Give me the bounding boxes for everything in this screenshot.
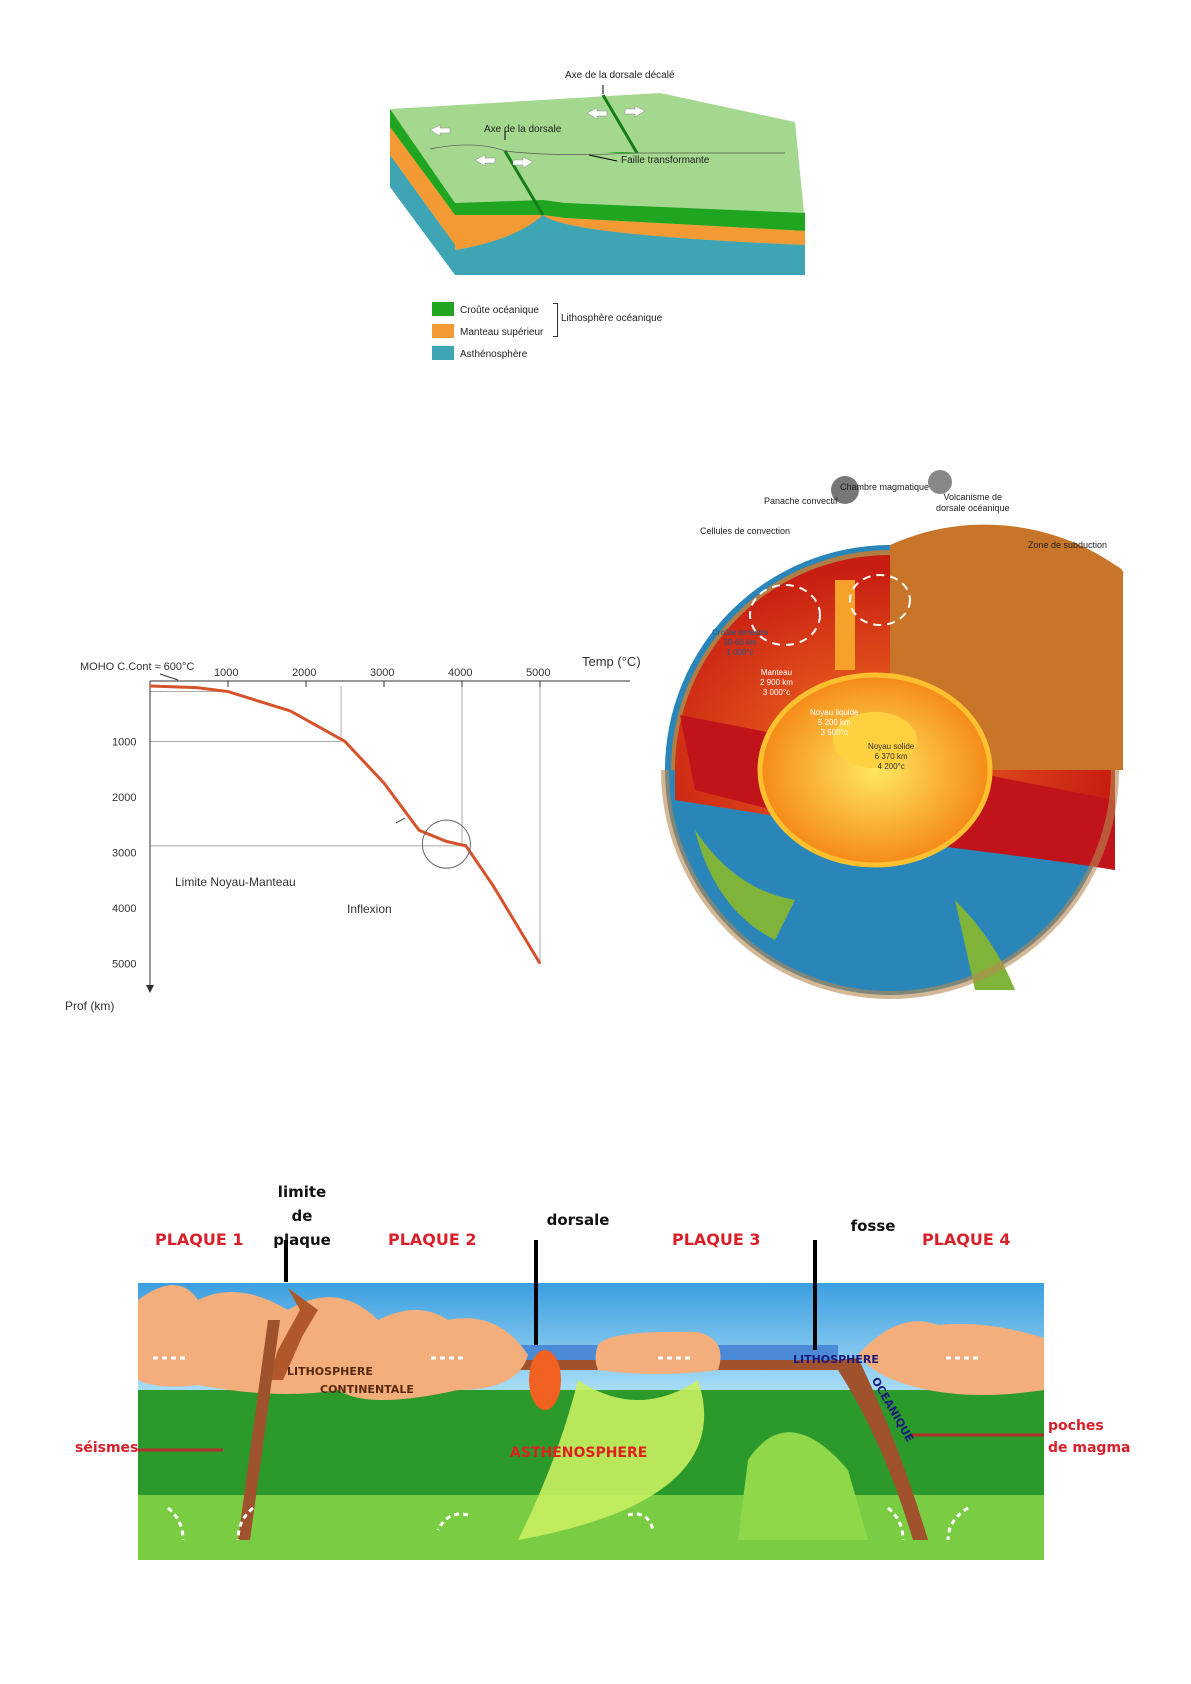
marker-trench: fosse — [850, 1217, 896, 1235]
earth-cutaway-diagram — [661, 470, 1124, 999]
data-point — [227, 691, 229, 693]
legend-item: Croûte océanique — [432, 300, 543, 322]
label-earthquakes: séismes — [75, 1440, 139, 1456]
label-magma-chamber: Chambre magmatique — [840, 482, 930, 492]
label-ridge-axis: Axe de la dorsale — [484, 124, 562, 135]
label-offset-axis: Axe de la dorsale décalé — [565, 70, 675, 81]
moho-label: MOHO C.Cont ≈ 600°C — [80, 661, 194, 673]
layer-inner-core: Noyau solide 6 370 km 4 200°c — [868, 742, 915, 771]
legend-swatch — [432, 323, 454, 338]
label-oceanic-lithosphere-1: LITHOSPHERE — [793, 1353, 879, 1366]
plate-2-label: PLAQUE 2 — [388, 1230, 477, 1249]
data-point — [539, 963, 541, 964]
legend-swatch — [432, 301, 454, 316]
y-tick-label: 3000 — [112, 848, 136, 860]
y-axis-label: Prof (km) — [65, 999, 114, 1013]
data-point — [465, 845, 467, 847]
legend-item: Manteau supérieur — [432, 322, 543, 344]
label-continental-lithosphere-2: CONTINENTALE — [320, 1383, 414, 1396]
y-axis-arrow — [146, 985, 154, 993]
label-continental-lithosphere-1: LITHOSPHERE — [287, 1365, 373, 1378]
legend-item: Asthénosphère — [432, 344, 543, 366]
y-tick-label: 5000 — [112, 959, 136, 971]
label-transform-fault: Faille transformante — [621, 155, 710, 166]
legend-bracket — [553, 303, 558, 337]
figure1-legend: Croûte océanique Manteau supérieur Asthé… — [432, 300, 543, 366]
inflexion-arrow — [395, 817, 406, 824]
legend-group-label: Lithosphère océanique — [561, 313, 663, 324]
x-tick-label: 4000 — [448, 667, 472, 679]
label-subduction-zone: Zone de subduction — [1028, 540, 1108, 550]
label-convective-plume: Panache convectif — [764, 496, 838, 506]
label-ridge-volcanism: Volcanisme de dorsale océanique — [936, 492, 1010, 513]
x-axis-label: Temp (°C) — [582, 654, 641, 669]
y-tick-label: 1000 — [112, 737, 136, 749]
legend-swatch — [432, 345, 454, 360]
plate-cross-section — [138, 1240, 1044, 1560]
layer-crust: Croûte terrestre 30-60 km 1 000°c — [712, 628, 769, 657]
x-tick-label: 1000 — [214, 667, 238, 679]
data-point — [492, 885, 494, 887]
marker-ridge: dorsale — [546, 1211, 610, 1229]
geotherm-chart: 1000 2000 3000 4000 5000 1000 2000 3000 4000 5000… — [65, 654, 641, 1013]
data-point — [344, 741, 346, 742]
inflexion-label: Inflexion — [347, 902, 392, 916]
x-tick-label: 2000 — [292, 667, 316, 679]
plate-1-label: PLAQUE 1 — [155, 1230, 244, 1249]
layer-outer-core: Noyau liquide 5 200 km 3 500°c — [810, 708, 859, 737]
cmb-label: Limite Noyau-Manteau — [175, 875, 296, 889]
data-point — [196, 687, 198, 689]
label-asthenosphere: ASTHENOSPHERE — [510, 1445, 648, 1461]
data-point — [149, 685, 151, 687]
moho-arrow — [159, 673, 179, 681]
plate-4-label: PLAQUE 4 — [922, 1230, 1011, 1249]
label-convection-cells: Cellules de convection — [700, 526, 791, 536]
x-tick-label: 5000 — [526, 667, 550, 679]
data-point — [418, 829, 420, 831]
data-point — [445, 840, 447, 842]
plate-3-label: PLAQUE 3 — [672, 1230, 761, 1249]
ridge-block-diagram — [390, 85, 805, 275]
data-point — [289, 710, 291, 712]
inflexion-circle — [421, 819, 471, 869]
marker-plate-limit: limite de plaque — [273, 1183, 331, 1249]
layer-mantle: Manteau 2 900 km 3 000°c — [760, 668, 793, 697]
y-tick-label: 2000 — [112, 792, 136, 804]
y-tick-label: 4000 — [112, 903, 136, 915]
x-tick-label: 3000 — [370, 667, 394, 679]
geotherm-line — [149, 684, 542, 965]
data-point — [383, 782, 385, 784]
label-magma-pockets: poches de magma — [1048, 1418, 1131, 1456]
